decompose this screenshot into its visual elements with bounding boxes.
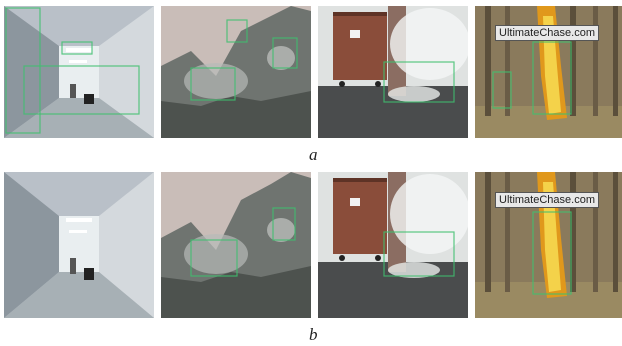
watermark-label: UltimateChase.com (495, 192, 599, 208)
frame-a-corridor (4, 6, 154, 138)
frame-a-wall-bin (318, 6, 468, 138)
frame-b-mountain (161, 172, 311, 318)
caption-row-b: b (309, 325, 318, 344)
frame-b-wall-bin (318, 172, 468, 318)
watermark-label: UltimateChase.com (495, 25, 599, 41)
frame-a-forest: UltimateChase.com (475, 6, 622, 138)
frame-b-forest: UltimateChase.com (475, 172, 622, 318)
frame-a-mountain (161, 6, 311, 138)
caption-row-a: a (309, 145, 318, 164)
frame-b-corridor (4, 172, 154, 318)
